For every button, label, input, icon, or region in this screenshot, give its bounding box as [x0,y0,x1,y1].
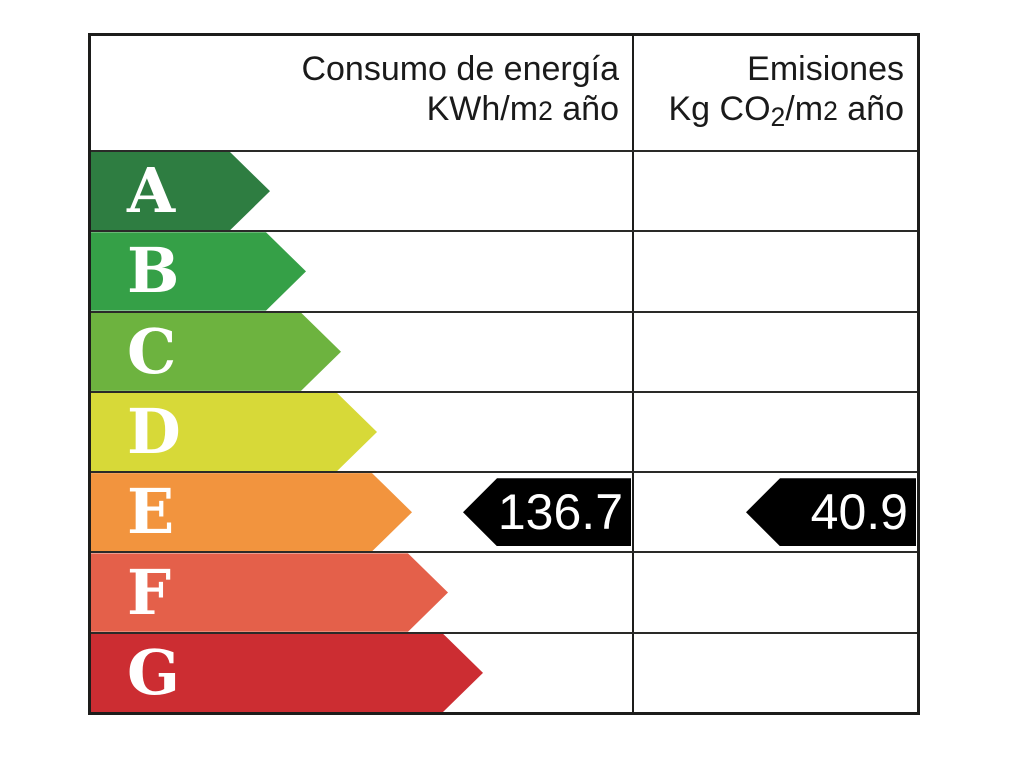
consumption-value-arrow-icon: 136.7 [463,478,631,547]
header-consumption-unit: KWh/m2 año [426,90,619,128]
emissions-cell-d [632,392,917,472]
header-emissions-unit: Kg CO2/m2 año [668,90,904,132]
rating-letter-c: C [127,314,177,388]
rating-letter-b: B [127,234,180,308]
rating-letter-a: A [127,154,176,228]
consumption-cell-d: D [91,393,632,471]
rating-row-e: E 136.7 40.9 [91,471,917,552]
emissions-value: 40.9 [810,484,908,541]
consumption-cell-f: F [91,553,632,631]
rating-arrow-a-icon: A [91,152,270,230]
rating-letter-d: D [127,394,181,468]
header-consumption-title: Consumo de energía [301,50,619,88]
energy-label-table: Consumo de energía KWh/m2 año Emisiones … [88,33,920,715]
rating-letter-e: E [127,475,175,549]
header-consumption: Consumo de energía KWh/m2 año [91,36,632,150]
rating-arrow-f-icon: F [91,553,448,631]
rating-row-c: C [91,310,917,391]
rating-row-a: A [91,150,917,231]
rating-arrow-c-icon: C [91,313,341,391]
consumption-value: 136.7 [497,484,623,541]
emissions-cell-g [632,633,917,712]
rating-arrow-e-icon: E [91,473,412,551]
rating-row-f: F [91,551,917,632]
emissions-cell-e: 40.9 [632,473,917,552]
rating-row-b: B [91,230,917,311]
rating-letter-f: F [127,555,172,629]
consumption-cell-c: C [91,313,632,391]
consumption-cell-b: B [91,232,632,310]
emissions-value-arrow-icon: 40.9 [746,478,916,547]
emissions-cell-b [632,232,917,311]
consumption-cell-e: E 136.7 [91,473,632,551]
rating-arrow-g-icon: G [91,634,483,712]
consumption-cell-g: G [91,634,632,712]
emissions-cell-f [632,553,917,632]
table-header: Consumo de energía KWh/m2 año Emisiones … [91,36,917,150]
consumption-cell-a: A [91,152,632,230]
header-emissions-title: Emisiones [747,50,904,88]
header-emissions: Emisiones Kg CO2/m2 año [632,36,917,150]
emissions-cell-c [632,312,917,391]
rating-arrow-b-icon: B [91,232,306,310]
rating-row-d: D [91,390,917,472]
emissions-cell-a [632,152,917,231]
rating-letter-g: G [127,635,180,709]
rating-row-g: G [91,631,917,712]
rating-arrow-d-icon: D [91,393,377,471]
